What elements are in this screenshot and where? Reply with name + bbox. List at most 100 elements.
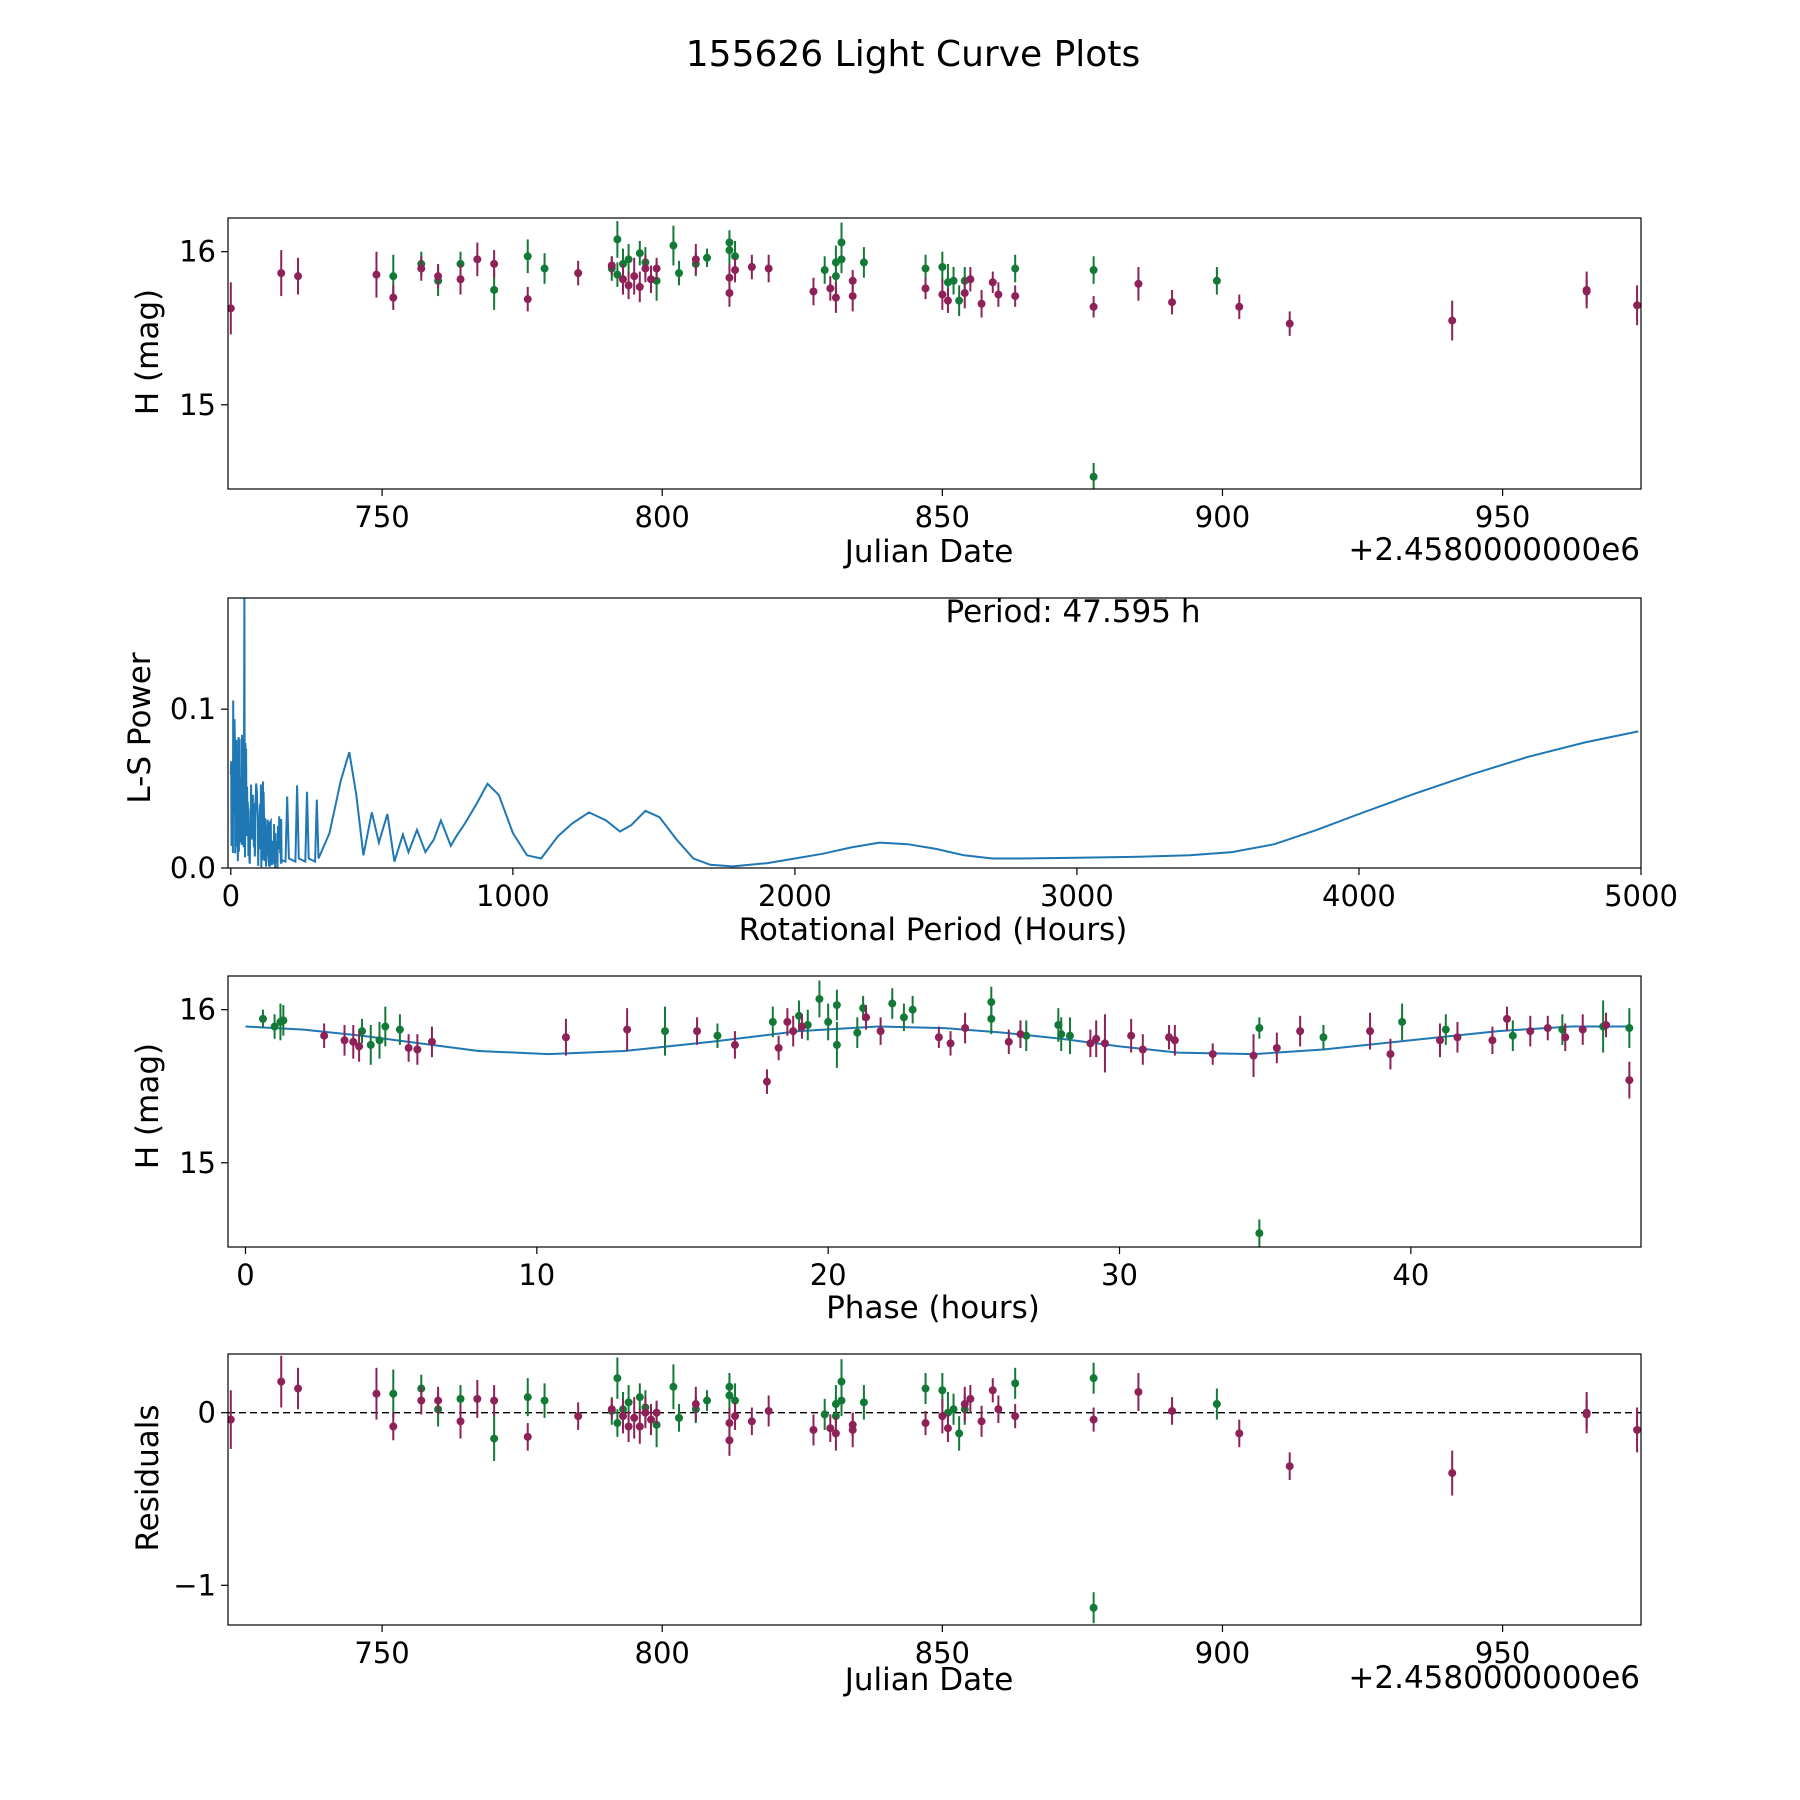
data-point <box>824 1017 833 1026</box>
data-point <box>1441 1025 1450 1034</box>
y-tick-label: 0 <box>198 1396 216 1430</box>
data-point <box>747 1417 756 1426</box>
data-point <box>641 1408 650 1417</box>
plot-area <box>245 980 1634 1247</box>
panel-residuals-offset: +2.4580000000e6 <box>1348 1660 1640 1696</box>
data-point <box>853 1028 862 1037</box>
data-point <box>561 1033 570 1042</box>
x-tick-label: 750 <box>354 1636 409 1670</box>
panel-residuals-ylabel: Residuals <box>130 1404 166 1551</box>
data-point <box>277 269 286 278</box>
panel-lightcurve: Julian Date H (mag) +2.4580000000e6 750 8… <box>130 217 1642 570</box>
data-point <box>731 1396 740 1405</box>
x-tick-label: 750 <box>354 500 409 534</box>
y-tick-label: 16 <box>179 993 216 1027</box>
data-point <box>938 290 947 299</box>
x-tick-label: 3000 <box>1040 879 1114 913</box>
data-point <box>938 1412 947 1421</box>
data-point <box>1011 1412 1020 1421</box>
data-point <box>1435 1036 1444 1045</box>
data-point <box>797 1022 806 1031</box>
data-point <box>731 1412 740 1421</box>
data-point <box>417 264 426 273</box>
panel-phased-xlabel: Phase (hours) <box>826 1290 1040 1326</box>
data-point <box>1134 1387 1143 1396</box>
periodogram-line <box>229 598 1639 868</box>
data-point <box>652 1408 661 1417</box>
data-point <box>607 1405 616 1414</box>
x-tick-label: 4000 <box>1322 879 1396 913</box>
plot-area <box>229 598 1639 868</box>
data-point <box>876 1027 885 1036</box>
data-point <box>1168 1406 1177 1415</box>
data-point <box>725 1419 734 1428</box>
panel-phased: Phase (hours) H (mag) 0 10 20 30 40 15 16 <box>130 975 1642 1326</box>
data-point <box>1633 301 1641 310</box>
data-point <box>635 1393 644 1402</box>
data-point <box>1168 298 1177 307</box>
data-point <box>434 1396 443 1405</box>
data-point <box>624 1422 633 1431</box>
data-point <box>1208 1050 1217 1059</box>
data-point <box>1011 264 1020 273</box>
y-tick-label: 16 <box>179 235 216 269</box>
data-point <box>987 998 996 1007</box>
axes-frame <box>227 975 1642 1248</box>
panel-periodogram: Rotational Period (Hours) L-S Power Peri… <box>122 594 1678 948</box>
data-point <box>404 1043 413 1052</box>
x-tick-label: 20 <box>810 1258 847 1292</box>
data-point <box>987 1014 996 1023</box>
data-point <box>279 1016 288 1025</box>
data-point <box>1127 1031 1136 1040</box>
data-point <box>1212 1400 1221 1409</box>
data-point <box>635 282 644 291</box>
panel-lightcurve-offset: +2.4580000000e6 <box>1348 532 1640 568</box>
data-point <box>228 1415 235 1424</box>
data-point <box>832 1040 841 1049</box>
plot-area <box>228 221 1641 489</box>
data-point <box>1578 1025 1587 1034</box>
data-point <box>1453 1033 1462 1042</box>
data-point <box>826 284 835 293</box>
y-tick-label: −1 <box>173 1568 216 1602</box>
data-point <box>988 278 997 287</box>
data-point <box>938 262 947 271</box>
data-point <box>381 1022 390 1031</box>
data-point <box>832 1001 841 1010</box>
data-point <box>635 1422 644 1431</box>
data-point <box>1582 287 1591 296</box>
data-point <box>921 1384 930 1393</box>
x-tick-label: 0 <box>222 879 240 913</box>
data-point <box>1625 1076 1634 1085</box>
data-point <box>1285 319 1294 328</box>
period-annotation: Period: 47.595 h <box>946 594 1201 630</box>
data-point <box>456 275 465 284</box>
data-point <box>661 1027 670 1036</box>
panel-phased-ylabel: H (mag) <box>130 1043 166 1169</box>
data-point <box>768 1017 777 1026</box>
data-point <box>691 255 700 264</box>
panel-periodogram-ylabel: L-S Power <box>122 652 158 803</box>
data-point <box>1398 1017 1407 1026</box>
data-point <box>899 1013 908 1022</box>
data-point <box>815 994 824 1003</box>
data-point <box>607 261 616 270</box>
data-point <box>1448 316 1457 325</box>
data-point <box>613 270 622 279</box>
data-point <box>725 289 734 298</box>
data-point <box>1016 1030 1025 1039</box>
data-point <box>1561 1033 1570 1042</box>
data-point <box>1011 292 1020 301</box>
data-point <box>943 1424 952 1433</box>
data-point <box>613 235 622 244</box>
data-point <box>713 1031 722 1040</box>
x-tick-label: 850 <box>915 500 970 534</box>
data-point <box>574 1412 583 1421</box>
panel-lightcurve-ylabel: H (mag) <box>130 289 166 415</box>
data-point <box>349 1037 358 1046</box>
data-point <box>355 1042 364 1051</box>
data-point <box>994 1405 1003 1414</box>
data-point <box>340 1036 349 1045</box>
data-point <box>966 1394 975 1403</box>
